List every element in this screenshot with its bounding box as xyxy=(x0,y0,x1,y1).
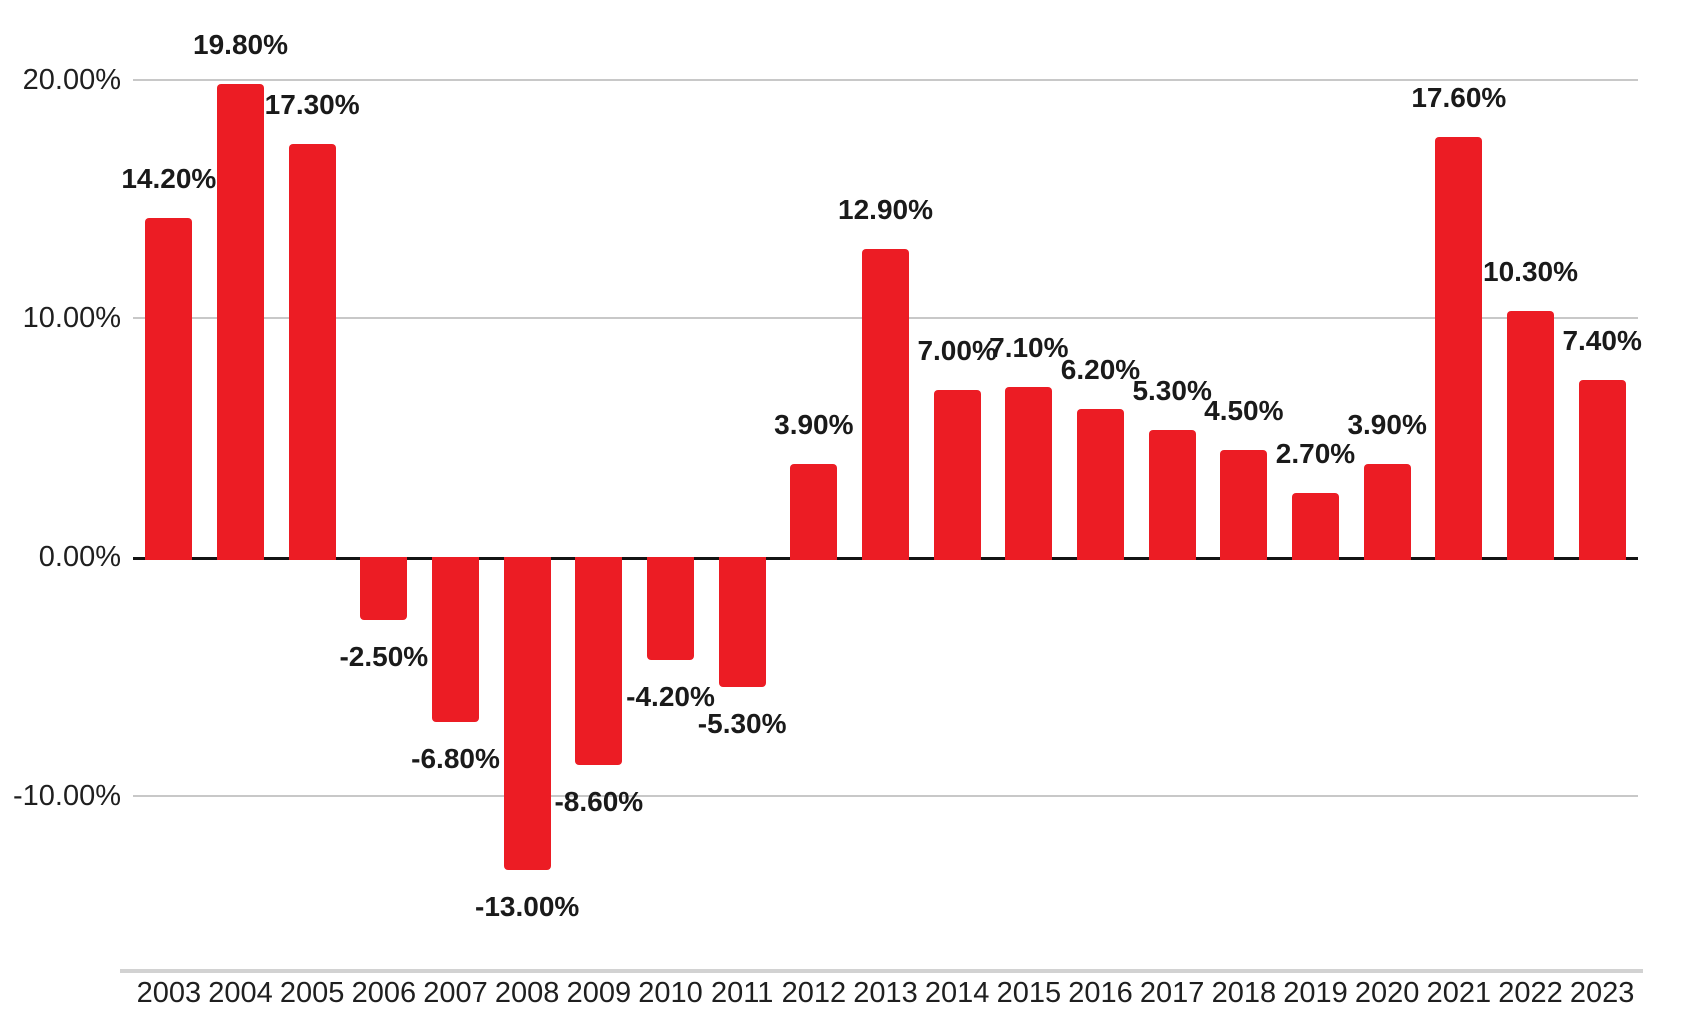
gridline xyxy=(133,78,1638,81)
bar xyxy=(1363,463,1411,560)
gridline xyxy=(133,794,1638,797)
bar-value-label: 2.70% xyxy=(1275,437,1356,469)
bar xyxy=(1005,387,1053,560)
x-axis-year-label: 2005 xyxy=(279,977,345,1009)
bar xyxy=(217,84,264,560)
bar-value-label: 14.20% xyxy=(121,162,217,194)
x-axis-year-label: 2007 xyxy=(423,977,488,1009)
x-axis-year-label: 2011 xyxy=(710,977,774,1009)
x-axis-year-label: 2019 xyxy=(1283,977,1348,1009)
bar xyxy=(1435,136,1483,560)
bar-value-label: 10.30% xyxy=(1483,256,1578,288)
x-axis-year-label: 2021 xyxy=(1426,977,1492,1009)
bar xyxy=(1578,380,1626,560)
bar xyxy=(288,143,336,560)
x-axis-year-label: 2018 xyxy=(1211,977,1277,1009)
x-axis-year-label: 2008 xyxy=(494,977,560,1009)
bar xyxy=(790,463,838,560)
bar xyxy=(647,557,694,661)
bar-value-label: 4.50% xyxy=(1204,394,1284,426)
x-axis-year-label: 2014 xyxy=(924,977,990,1009)
bar xyxy=(718,557,766,687)
y-axis-tick-label: -10.00% xyxy=(12,779,121,812)
bar xyxy=(432,557,479,723)
bar xyxy=(933,389,981,560)
x-axis-year-label: 2016 xyxy=(1068,977,1133,1009)
x-axis-year-label: 2010 xyxy=(638,977,703,1009)
bar-value-label: -2.50% xyxy=(339,640,429,672)
bar-value-label: -8.60% xyxy=(554,786,644,818)
bar-value-label: -4.20% xyxy=(626,681,715,713)
bar xyxy=(862,249,909,560)
x-axis-year-label: 2009 xyxy=(566,977,632,1009)
x-axis-year-label: 2012 xyxy=(781,977,847,1009)
bar xyxy=(575,557,623,766)
y-axis-tick-label: 0.00% xyxy=(38,541,121,573)
x-axis-year-label: 2003 xyxy=(136,977,202,1009)
bar-value-label: 7.40% xyxy=(1562,325,1642,357)
bar-value-label: 6.20% xyxy=(1060,353,1141,385)
bar xyxy=(1507,311,1554,560)
bar-value-label: -5.30% xyxy=(697,707,787,739)
bar xyxy=(360,557,408,620)
bar-value-label: -13.00% xyxy=(475,891,580,923)
bar-value-label: 5.30% xyxy=(1132,375,1212,407)
x-axis-year-label: 2006 xyxy=(351,977,417,1009)
bar-value-label: -6.80% xyxy=(411,743,500,775)
bar-value-label: 7.00% xyxy=(917,334,997,366)
bar-value-label: 3.90% xyxy=(1347,408,1427,440)
bar-value-label: 17.30% xyxy=(264,88,360,120)
bar-value-label: 7.10% xyxy=(989,332,1069,364)
x-axis-year-label: 2015 xyxy=(996,977,1062,1009)
bar-value-label: 12.90% xyxy=(838,194,933,225)
bar xyxy=(145,217,193,560)
y-axis-tick-label: 10.00% xyxy=(22,302,121,335)
x-axis-year-label: 2020 xyxy=(1354,977,1420,1009)
bar xyxy=(1292,492,1339,560)
bar-value-label: 19.80% xyxy=(193,29,288,61)
x-axis-separator-line xyxy=(120,969,1643,973)
x-axis-year-label: 2022 xyxy=(1498,977,1563,1009)
bar-value-label: 17.60% xyxy=(1411,81,1507,113)
x-axis-year-label: 2017 xyxy=(1139,977,1205,1009)
y-axis-tick-label: 20.00% xyxy=(22,63,121,96)
bar xyxy=(1220,449,1268,560)
bar xyxy=(503,557,551,871)
x-axis-year-label: 2013 xyxy=(853,977,918,1009)
x-axis-year-label: 2004 xyxy=(208,977,273,1009)
x-axis-year-label: 2023 xyxy=(1569,977,1635,1009)
bar-value-label: 3.90% xyxy=(774,408,854,440)
bar xyxy=(1148,430,1196,560)
bar xyxy=(1077,408,1124,560)
